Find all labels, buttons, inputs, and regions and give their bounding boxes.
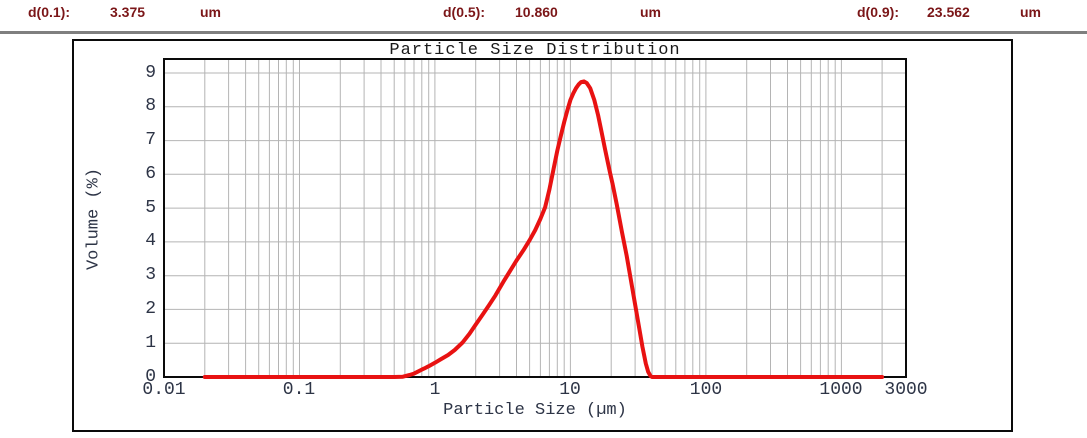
d50-value: 10.860 — [515, 4, 558, 20]
y-tick-label: 8 — [145, 96, 156, 116]
y-tick-label: 0 — [145, 367, 156, 387]
d10-label: d(0.1): — [28, 4, 70, 20]
y-axis-title: Volume (%) — [84, 167, 104, 271]
y-tick-label: 7 — [145, 130, 156, 150]
x-tick-label: 3000 — [884, 380, 928, 400]
d10-value: 3.375 — [110, 4, 146, 20]
y-tick-label: 2 — [145, 299, 156, 319]
x-tick-label: 10 — [559, 380, 581, 400]
y-tick-label: 9 — [145, 63, 156, 83]
x-axis-tick-labels: 0.01 0.1 1 10 100 1000 3000 — [142, 380, 927, 400]
d50-unit: um — [640, 4, 661, 20]
x-tick-label: 0.01 — [142, 380, 186, 400]
d10-unit: um — [200, 4, 221, 20]
d90-label: d(0.9): — [857, 4, 899, 20]
y-axis-tick-labels: 9 8 7 6 5 4 3 2 1 0 — [104, 58, 156, 387]
x-tick-label: 100 — [689, 380, 723, 400]
x-axis-title: Particle Size (µm) — [443, 401, 627, 420]
chart-title: Particle Size Distribution — [389, 41, 681, 60]
y-tick-label: 4 — [145, 231, 156, 251]
d90-unit: um — [1020, 4, 1041, 20]
y-tick-label: 6 — [145, 164, 156, 184]
y-tick-label: 1 — [145, 333, 156, 353]
horizontal-divider — [0, 31, 1087, 34]
plot-area — [163, 58, 907, 379]
x-tick-label: 1000 — [819, 380, 863, 400]
x-tick-label: 1 — [429, 380, 441, 400]
y-tick-label: 3 — [145, 265, 156, 285]
d90-value: 23.562 — [927, 4, 970, 20]
x-tick-label: 0.1 — [282, 380, 316, 400]
d50-label: d(0.5): — [443, 4, 485, 20]
y-tick-label: 5 — [145, 198, 156, 218]
